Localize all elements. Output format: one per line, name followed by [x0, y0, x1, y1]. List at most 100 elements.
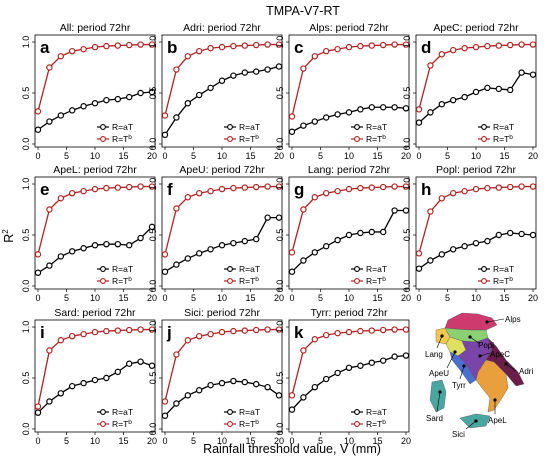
legend-marker-r-tb — [227, 136, 233, 142]
data-point-r-tb — [57, 195, 65, 202]
data-point-r-at — [46, 262, 53, 269]
data-point-r-tb — [529, 183, 537, 190]
x-tick-label: 10 — [471, 151, 481, 161]
y-tick-label: 1.0 — [21, 36, 31, 49]
x-tick-label: 20 — [147, 151, 157, 161]
map-leader-alps — [486, 318, 505, 323]
data-point-r-tb — [334, 329, 341, 337]
data-point-r-at — [415, 119, 423, 126]
data-point-r-tb — [288, 392, 296, 399]
data-point-r-at — [161, 268, 169, 275]
series-line-r-at — [37, 226, 153, 274]
figure-title: TMPA-V7-RT — [266, 4, 340, 18]
legend-label-r-tb: R=Tb — [366, 419, 386, 429]
data-point-r-tb — [173, 66, 180, 73]
data-point-r-at — [218, 379, 226, 387]
data-point-r-at — [137, 358, 144, 365]
x-tick-label: 15 — [372, 436, 382, 446]
panel-frame — [161, 34, 283, 148]
x-tick-label: 20 — [401, 436, 411, 446]
panel-letter: b — [167, 38, 177, 57]
panel-title: Tyrr: period 72hr — [310, 307, 388, 319]
data-point-r-at — [57, 253, 65, 260]
legend-label-r-at: R=aT — [112, 407, 133, 417]
map-dot-apel — [493, 398, 497, 402]
data-point-r-tb — [114, 327, 122, 334]
x-tick-label: 10 — [217, 293, 227, 303]
series-line-r-tb — [418, 43, 533, 110]
region-apel — [475, 359, 509, 413]
map-dot-apec — [478, 354, 482, 358]
panel-frame — [161, 176, 283, 290]
data-point-r-tb — [57, 337, 65, 344]
data-point-r-at — [380, 228, 387, 236]
data-point-r-at — [402, 105, 410, 112]
x-tick-label: 15 — [499, 151, 509, 161]
x-tick-label: 15 — [118, 436, 128, 446]
x-tick-label: 0 — [35, 151, 40, 161]
y-tick-label: 0.0 — [402, 280, 412, 293]
data-point-r-tb — [218, 185, 226, 193]
data-point-r-tb — [114, 42, 122, 49]
data-point-r-at — [484, 84, 491, 92]
map-label-popl: Popl — [478, 341, 494, 350]
y-tick-label: 1.0 — [275, 321, 285, 334]
data-point-r-tb — [472, 185, 480, 193]
data-point-r-at — [507, 86, 514, 94]
data-point-r-at — [438, 251, 445, 258]
map-label-apel: ApeL — [488, 416, 507, 425]
data-point-r-tb — [264, 41, 271, 48]
data-point-r-at — [427, 109, 434, 116]
data-point-r-at — [148, 88, 156, 96]
data-point-r-at — [300, 257, 307, 264]
data-point-r-tb — [253, 183, 260, 191]
legend-marker-r-at — [354, 124, 360, 130]
panel-title: Lang: period 72hr — [308, 164, 391, 176]
data-point-r-tb — [368, 184, 375, 191]
data-point-r-at — [450, 246, 457, 253]
data-point-r-tb — [241, 184, 248, 191]
panel-letter: d — [421, 38, 431, 57]
x-tick-label: 20 — [274, 151, 284, 161]
series-line-r-at — [37, 361, 153, 414]
y-tick-label: 0.0 — [275, 280, 285, 293]
data-point-r-tb — [137, 326, 144, 333]
data-point-r-at — [438, 101, 445, 108]
data-point-r-tb — [264, 326, 271, 333]
data-point-r-tb — [415, 106, 423, 113]
data-point-r-at — [288, 268, 296, 275]
data-point-r-at — [368, 104, 375, 111]
series-line-r-at — [291, 209, 406, 273]
data-point-r-at — [46, 118, 53, 125]
map-label-alps: Alps — [505, 315, 521, 324]
data-point-r-tb — [68, 189, 76, 197]
data-point-r-at — [80, 379, 87, 387]
data-point-r-at — [68, 107, 76, 114]
map-label-lang: Lang — [425, 350, 443, 359]
map-label-apeu: ApeU — [429, 369, 449, 378]
panel-frame — [288, 34, 410, 148]
data-point-r-tb — [125, 183, 133, 191]
region-sard — [429, 379, 447, 413]
legend-label-r-at: R=aT — [239, 122, 260, 132]
data-point-r-at — [173, 400, 180, 407]
x-tick-label: 0 — [162, 293, 167, 303]
legend: R=aT R=Tb — [351, 407, 387, 429]
x-tick-label: 10 — [90, 151, 100, 161]
series-line-r-tb — [164, 328, 279, 402]
data-point-r-tb — [264, 183, 271, 190]
data-point-r-tb — [207, 44, 214, 52]
data-point-r-tb — [391, 183, 398, 190]
map-dot-lang — [440, 334, 444, 338]
data-point-r-at — [230, 377, 237, 385]
panel-frame — [34, 34, 156, 148]
x-tick-label: 20 — [274, 436, 284, 446]
data-point-r-tb — [218, 328, 226, 336]
x-tick-label: 10 — [471, 293, 481, 303]
data-point-r-tb — [402, 41, 410, 48]
legend-marker-r-at — [227, 266, 233, 272]
data-point-r-tb — [484, 42, 491, 50]
data-point-r-tb — [495, 42, 502, 49]
